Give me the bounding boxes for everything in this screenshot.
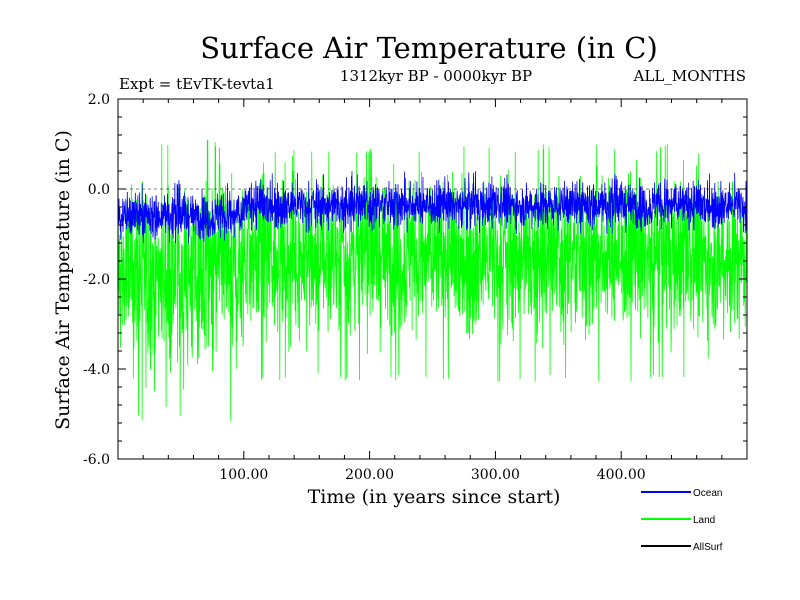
chart-title: Surface Air Temperature (in C) bbox=[200, 31, 658, 65]
months-label: ALL_MONTHS bbox=[633, 67, 746, 85]
series-ocean-line bbox=[118, 171, 747, 244]
x-tick-label: 200.00 bbox=[345, 467, 394, 483]
y-tick-label: 0.0 bbox=[88, 182, 110, 198]
experiment-label: Expt = tEvTK-tevta1 bbox=[119, 75, 275, 93]
x-tick-label: 100.00 bbox=[219, 467, 268, 483]
y-axis-ticks: 2.0 0.0 -2.0 -4.0 -6.0 bbox=[83, 92, 747, 468]
legend-label-allsurf: AllSurf bbox=[693, 542, 723, 553]
y-tick-label: -6.0 bbox=[83, 452, 110, 468]
x-tick-label: 300.00 bbox=[471, 467, 520, 483]
legend-label-ocean: Ocean bbox=[693, 488, 722, 499]
x-tick-label: 400.00 bbox=[597, 467, 646, 483]
x-axis-ticks: 100.00 200.00 300.00 400.00 bbox=[117, 99, 748, 483]
y-tick-label: -2.0 bbox=[83, 272, 110, 288]
plot-area: 100.00 200.00 300.00 400.00 2.0 0.0 -2.0 -4.0 -… bbox=[83, 92, 748, 483]
series-layer bbox=[118, 140, 747, 421]
y-tick-label: 2.0 bbox=[88, 92, 110, 108]
y-tick-label: -4.0 bbox=[83, 362, 110, 378]
series-land-line bbox=[118, 140, 747, 421]
y-axis-label: Surface Air Temperature (in C) bbox=[52, 130, 74, 430]
x-axis-label: Time (in years since start) bbox=[308, 486, 561, 508]
legend: Ocean Land AllSurf bbox=[641, 488, 723, 553]
legend-label-land: Land bbox=[693, 515, 715, 526]
time-range-label: 1312kyr BP - 0000kyr BP bbox=[340, 67, 532, 85]
